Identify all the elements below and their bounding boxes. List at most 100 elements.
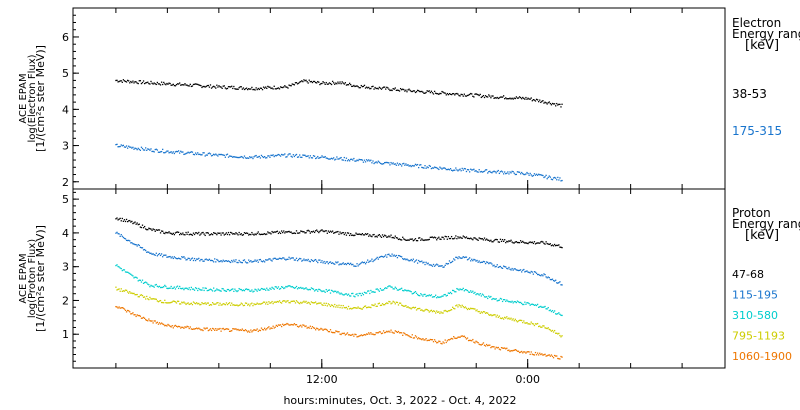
data-point <box>207 302 210 304</box>
data-point <box>548 328 550 331</box>
data-point <box>135 81 137 83</box>
data-point <box>224 87 226 89</box>
data-point <box>153 228 155 231</box>
data-point <box>395 330 398 333</box>
data-point <box>123 308 126 310</box>
data-point <box>231 302 233 304</box>
data-point <box>518 96 521 98</box>
data-point <box>409 259 411 262</box>
data-point <box>256 259 258 261</box>
data-point <box>387 87 389 89</box>
data-point <box>411 259 413 262</box>
data-point <box>557 357 559 360</box>
data-point <box>129 82 131 84</box>
data-point <box>513 242 515 244</box>
data-point <box>439 265 441 267</box>
data-point <box>209 153 212 155</box>
data-point <box>439 340 441 343</box>
data-point <box>316 327 318 329</box>
data-point <box>313 80 316 83</box>
data-point <box>310 80 313 83</box>
data-point <box>441 168 443 170</box>
data-point <box>402 236 404 238</box>
data-point <box>547 176 549 179</box>
data-point <box>277 286 280 288</box>
data-point <box>466 259 469 261</box>
data-point <box>325 261 327 263</box>
data-point <box>533 324 536 327</box>
data-point <box>285 231 287 233</box>
data-point <box>527 302 529 304</box>
data-point <box>530 241 532 244</box>
data-point <box>479 237 481 240</box>
data-point <box>412 90 414 92</box>
data-point <box>343 233 345 236</box>
data-point <box>180 287 182 290</box>
data-point <box>510 269 512 271</box>
data-point <box>411 293 413 295</box>
data-point <box>304 80 306 82</box>
data-point <box>186 302 188 305</box>
data-point <box>232 288 234 290</box>
data-point <box>308 260 310 262</box>
data-point <box>130 221 132 223</box>
data-point <box>548 309 550 312</box>
data-point <box>312 260 315 262</box>
data-point <box>117 232 119 235</box>
data-point <box>140 294 143 296</box>
data-point <box>352 159 354 161</box>
data-point <box>407 306 409 308</box>
data-point <box>389 164 391 166</box>
data-point <box>533 304 536 306</box>
data-point <box>395 237 398 239</box>
data-point <box>327 263 330 265</box>
data-point <box>504 316 506 319</box>
data-point <box>442 266 444 268</box>
data-point <box>413 291 416 294</box>
data-point <box>278 88 281 90</box>
data-point <box>402 289 404 292</box>
data-point <box>387 236 389 238</box>
data-point <box>473 258 475 261</box>
data-point <box>294 302 297 304</box>
data-point <box>423 339 425 341</box>
data-point <box>141 81 144 84</box>
data-point <box>306 155 308 157</box>
data-point <box>375 257 377 260</box>
legend-title-line: Energy range <box>732 27 800 41</box>
data-point <box>213 261 215 263</box>
data-point <box>314 258 317 261</box>
data-point <box>373 259 375 262</box>
data-point <box>285 301 287 303</box>
data-point <box>477 239 479 241</box>
data-point <box>318 231 320 234</box>
data-point <box>240 288 242 291</box>
data-point <box>404 164 406 166</box>
data-point <box>147 228 149 231</box>
data-point <box>181 233 183 236</box>
data-point <box>418 337 420 339</box>
data-point <box>309 81 311 83</box>
data-point <box>262 288 265 291</box>
data-point <box>451 306 454 308</box>
data-point <box>158 322 161 324</box>
data-point <box>406 164 408 167</box>
data-point <box>392 87 394 90</box>
data-point <box>251 156 253 158</box>
data-point <box>174 301 177 303</box>
data-point <box>375 161 377 163</box>
data-point <box>393 254 395 256</box>
data-point <box>351 334 353 336</box>
data-point <box>437 341 439 344</box>
data-point <box>283 300 285 302</box>
data-point <box>428 294 430 296</box>
data-point <box>440 92 442 95</box>
data-point <box>317 261 319 264</box>
data-point <box>345 263 348 266</box>
data-point <box>460 93 462 96</box>
data-point <box>316 82 318 84</box>
data-point <box>273 327 275 329</box>
data-point <box>219 302 221 304</box>
data-point <box>183 301 185 303</box>
data-point <box>249 233 251 235</box>
